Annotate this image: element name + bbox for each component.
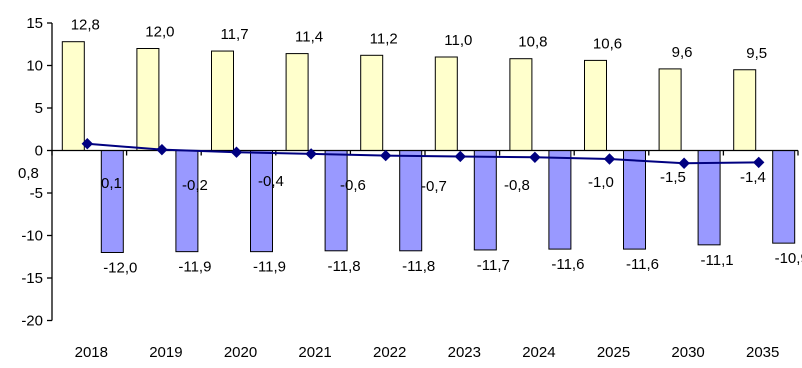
y-axis: 15 10 5 0 -5 -10 -15 -20 [21,15,53,330]
bar-positive-label: 10,6 [593,35,622,52]
line-point-label: -0,7 [421,178,447,195]
bar-negative-2019 [175,150,199,253]
bar-negative-label: -11,8 [328,258,361,275]
y-tick-label: -10 [21,228,43,245]
bar-positive-label: 10,8 [518,34,547,51]
bar-positive-2030 [658,68,682,151]
bar-negative-label: -11,1 [701,252,734,269]
line-point-label: -1,4 [740,169,766,186]
line-point-2025 [603,153,616,165]
bar-positive-label: 9,6 [672,44,693,61]
line-path [87,142,759,165]
y-tick-label: 15 [26,15,43,32]
line-point-label: 0,8 [18,165,39,182]
bar-positive-2020 [211,50,234,151]
line-point-2022 [379,149,392,162]
bar-positive-label: 12,8 [71,17,100,34]
bar-negative-label: -10,9 [775,250,802,267]
bar-negative-2025 [623,150,646,250]
bar-negative-2020 [250,150,273,253]
y-tick-label: 10 [26,58,43,75]
bar-positive-label: 12,0 [145,24,174,41]
x-tick-label: 2030 [671,344,704,361]
bar-series [61,41,796,253]
line-point-label: -0,6 [340,177,366,194]
x-tick-label: 2023 [448,344,481,361]
bar-negative-2018 [100,150,124,253]
x-tick-label: 2024 [522,344,555,361]
line-point-label: -0,2 [182,177,208,194]
bar-negative-label: -11,7 [477,257,510,274]
bar-positive-2025 [584,59,607,151]
line-point-2024 [529,151,541,164]
bar-negative-2022 [399,150,423,252]
bar-negative-label: -12,0 [103,260,137,277]
line-point-2030 [678,157,690,169]
bar-positive-2023 [434,56,458,151]
x-tick-label: 2025 [597,344,630,361]
bar-positive-label: 11,2 [370,30,398,47]
line-point-2021 [305,148,317,160]
x-tick-label: 2022 [373,344,406,361]
bar-negative-label: -11,6 [551,256,584,273]
bar-positive-2024 [509,58,533,152]
bar-positive-label: 9,5 [746,45,767,62]
bar-positive-label: 11,0 [444,32,472,49]
bar-negative-2023 [473,150,497,251]
line-point-label: 0,1 [101,175,122,192]
bar-positive-2022 [360,54,384,151]
data-labels: 12,8 -12,0 12,0 -11,9 11,7 -11,9 11,4 -11,8 11,2… [18,17,802,277]
bar-negative-label: -11,9 [253,259,286,276]
bar-negative-label: -11,8 [402,258,435,275]
y-tick-label: -5 [30,185,43,202]
bar-negative-label: -11,9 [178,259,211,276]
bar-negative-label: -11,6 [626,256,659,273]
bar-positive-2035 [733,69,757,151]
x-tick-label: 2021 [298,344,331,361]
line-point-2018 [81,137,94,150]
line-point-label: -1,5 [660,169,686,186]
x-tick-label: 2035 [746,344,779,361]
line-point-2023 [454,150,467,163]
line-point-2035 [752,156,765,169]
line-point-2019 [156,143,168,156]
x-tick-label: 2020 [224,344,257,361]
bar-negative-2030 [697,150,721,246]
y-tick-label: 5 [35,100,43,117]
bar-positive-2019 [136,48,160,151]
line-point-label: -0,8 [504,177,530,194]
bar-negative-2021 [324,150,348,252]
line-point-2020 [230,146,243,158]
y-tick-label: 0 [35,143,43,160]
line-point-label: -0,4 [258,173,284,190]
y-tick-label: -15 [21,270,43,287]
x-tick-label: 2018 [75,344,108,361]
bar-positive-label: 11,7 [220,26,248,43]
bar-positive-2018 [61,41,85,152]
bar-negative-2035 [772,150,796,244]
x-tick-label: 2019 [149,344,182,361]
line-series [81,137,765,169]
bar-negative-2024 [548,150,572,250]
bar-positive-2021 [285,53,309,151]
line-point-label: -1,0 [588,174,614,191]
bar-positive-label: 11,4 [295,29,323,46]
y-tick-label: -20 [21,313,43,330]
